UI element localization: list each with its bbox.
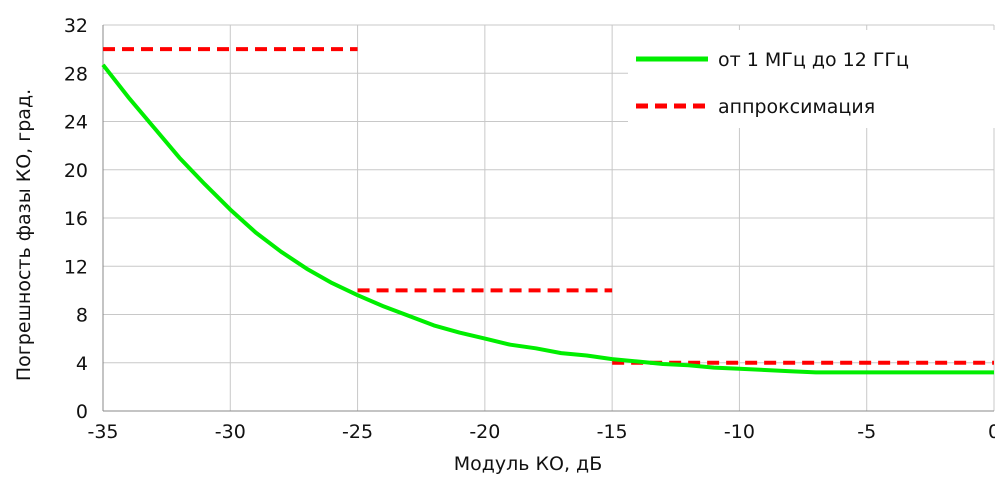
legend-label-series-1: от 1 МГц до 12 ГГц [718, 49, 909, 71]
x-tick-label: -25 [342, 421, 373, 443]
x-tick-label: -5 [857, 421, 876, 443]
y-tick-label: 0 [76, 401, 88, 423]
y-tick-label: 8 [76, 305, 88, 327]
y-tick-label: 16 [64, 208, 88, 230]
y-tick-label: 32 [64, 15, 88, 37]
x-axis-title: Модуль КО, дБ [454, 453, 602, 475]
y-tick-label: 20 [64, 160, 88, 182]
x-tick-label: -15 [597, 421, 628, 443]
plot-area [101, 47, 994, 375]
y-axis-title: Погрешность фазы КО, град. [13, 89, 35, 381]
y-tick-label: 12 [64, 256, 88, 278]
series-line-measured [101, 63, 994, 375]
x-tick-label: -20 [469, 421, 500, 443]
y-tick-label: 28 [64, 63, 88, 85]
x-tick-label: 0 [988, 421, 995, 443]
y-axis-ticks: 0 4 8 12 16 20 24 28 32 [64, 15, 88, 423]
legend-background [628, 30, 995, 128]
grid [102, 24, 995, 412]
x-axis-ticks: -35 -30 -25 -20 -15 -10 -5 0 [87, 421, 995, 443]
x-tick-label: -30 [215, 421, 246, 443]
x-tick-label: -10 [724, 421, 755, 443]
legend-label-series-2: аппроксимация [718, 96, 875, 118]
y-tick-label: 24 [64, 112, 88, 134]
x-tick-label: -35 [87, 421, 118, 443]
y-tick-label: 4 [76, 353, 88, 375]
legend: от 1 МГц до 12 ГГц аппроксимация [628, 30, 995, 128]
